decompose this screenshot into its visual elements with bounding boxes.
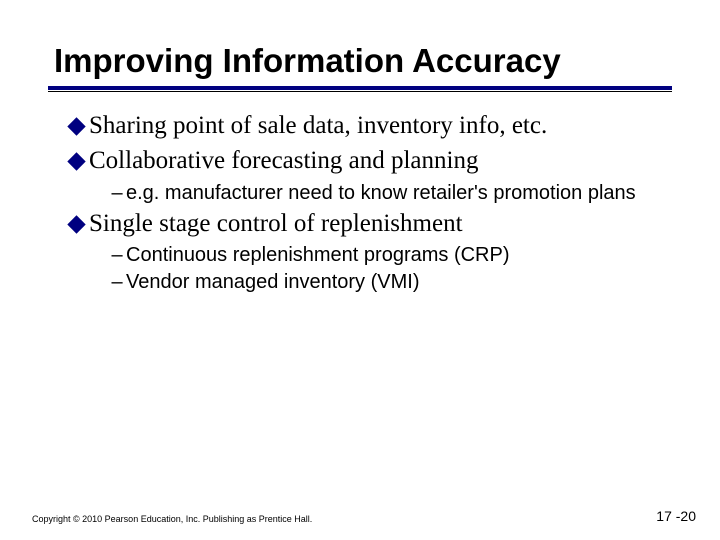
bullet-text: Sharing point of sale data, inventory in… — [89, 110, 547, 141]
sub-bullet-item: –e.g. manufacturer need to know retailer… — [108, 181, 660, 206]
bullet-item: Single stage control of replenishment — [70, 208, 660, 239]
diamond-bullet-icon — [67, 215, 85, 233]
sub-bullet-item: –Continuous replenishment programs (CRP) — [108, 243, 660, 268]
page-number: 17 -20 — [656, 508, 696, 524]
diamond-bullet-icon — [67, 117, 85, 135]
content-area: Sharing point of sale data, inventory in… — [0, 92, 720, 295]
footer: Copyright © 2010 Pearson Education, Inc.… — [0, 508, 720, 524]
dash-bullet-icon: – — [108, 243, 126, 268]
slide-title: Improving Information Accuracy — [0, 0, 720, 86]
dash-bullet-icon: – — [108, 270, 126, 295]
bullet-item: Collaborative forecasting and planning — [70, 145, 660, 176]
bullet-text: Collaborative forecasting and planning — [89, 145, 478, 176]
bullet-item: Sharing point of sale data, inventory in… — [70, 110, 660, 141]
bullet-text: Single stage control of replenishment — [89, 208, 463, 239]
sub-bullet-text: Continuous replenishment programs (CRP) — [126, 243, 510, 268]
diamond-bullet-icon — [67, 153, 85, 171]
dash-bullet-icon: – — [108, 181, 126, 206]
title-rule-thick — [48, 86, 672, 90]
copyright-text: Copyright © 2010 Pearson Education, Inc.… — [32, 514, 312, 524]
sub-bullet-text: e.g. manufacturer need to know retailer'… — [126, 181, 636, 206]
sub-bullet-item: –Vendor managed inventory (VMI) — [108, 270, 660, 295]
sub-bullet-text: Vendor managed inventory (VMI) — [126, 270, 420, 295]
